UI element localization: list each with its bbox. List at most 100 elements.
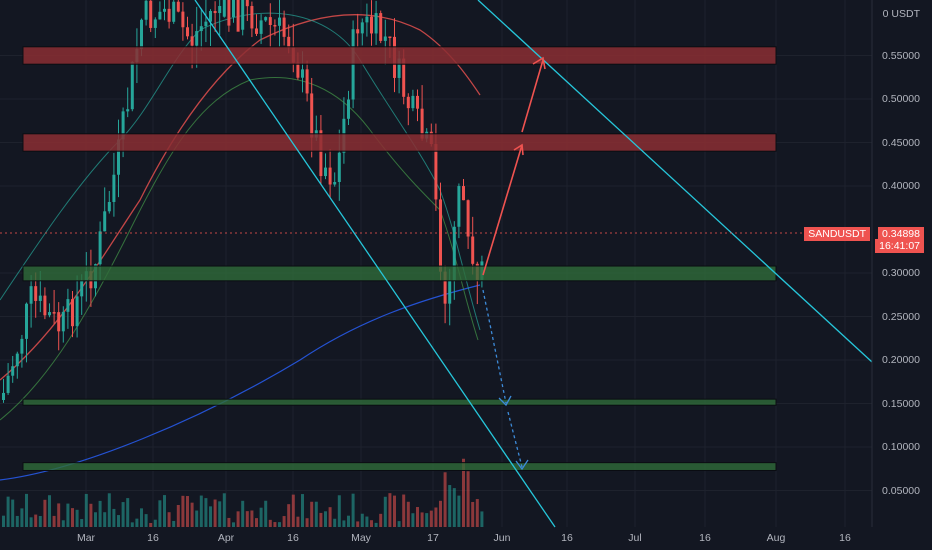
candle-body [416,95,419,109]
volume-bar [52,515,56,527]
time-axis-label: 16 [561,532,573,544]
volume-bar [471,501,475,527]
candle-body [360,22,364,34]
volume-bar [273,522,277,527]
volume-bar [6,496,10,527]
lower-trendline [194,0,556,528]
volume-bar [80,519,84,527]
candle-body [250,6,254,29]
projections[interactable] [482,56,546,471]
candle-body [204,21,208,27]
candle-body [153,19,157,28]
candle-body [388,36,392,38]
candle-body [103,211,107,232]
support-zone [22,398,777,406]
volume-bar [250,510,254,527]
candle-body [457,186,461,227]
volume-bar [190,502,194,527]
candle-body [181,11,185,28]
time-axis-label: 16 [147,532,159,544]
volume-bar [43,499,47,527]
volume-bar [282,516,286,527]
candle-body [282,17,286,37]
volume-bar [34,514,38,527]
candle-body [158,11,162,20]
candle-body [176,1,180,12]
price-axis-label: 0.25000 [882,310,920,323]
candle-body [232,0,235,18]
price-zones[interactable] [22,46,777,471]
volume-bar [356,521,360,527]
symbol-tag: SANDUSDT [804,227,870,241]
volume-bar [130,522,134,527]
volume-bar [462,458,465,527]
candle-body [140,19,143,50]
volume-bar [287,504,291,527]
volume-bar [406,501,410,527]
candle-body [15,353,19,367]
volume-bar [434,507,438,527]
candle-body [43,295,47,316]
volume-bar [245,511,249,527]
volume-bar [29,517,33,527]
price-axis-label: 0.05000 [882,484,920,497]
candle-body [406,96,410,109]
candle-body [25,303,28,339]
volume-bar [310,501,314,527]
volume-bar [305,518,309,527]
candle-body [328,167,332,185]
candle-body [278,17,281,26]
volume-bar [457,495,461,527]
candle-body [34,286,38,301]
volume-bar [11,499,15,527]
candle-body [365,16,369,23]
volume-bar [411,513,415,527]
volume-bar [402,494,406,527]
candle-body [126,109,130,112]
down-projection-leg-1 [482,289,507,404]
candle-body [98,231,102,265]
volume-bar [388,493,392,527]
down-projection-leg-2 [507,411,523,468]
volume-bar [397,521,401,527]
candle-body [443,271,447,304]
candle-body [448,280,452,304]
candle-body [172,1,176,22]
time-axis-label: 16 [287,532,299,544]
volume-bar [264,500,268,527]
volume-bar [268,519,272,527]
volume-bar [209,506,212,527]
up-arrow-head-1 [513,143,524,156]
volume-bar [103,512,107,527]
volume-bar [2,515,5,527]
volume-bar [379,513,383,527]
candle-body [71,299,74,327]
candle-body [347,99,350,119]
volume-bar [448,485,452,527]
volume-bar [301,494,304,527]
price-axis-label: 0.55000 [882,49,920,62]
candle-body [268,17,272,25]
resistance-zone [22,46,777,65]
volume-bar [204,498,208,527]
candle-body [301,69,304,78]
time-axis-label: Jul [628,532,642,544]
candle-body [52,312,56,314]
candle-body [61,311,65,332]
volume-bar [94,512,97,527]
candle-body [66,299,70,312]
time-axis-label: Apr [217,532,235,544]
price-axis-label: 0.50000 [882,93,920,105]
volume-bar [452,488,456,527]
candle-body [186,27,189,37]
volume-bar [324,511,327,527]
candle-body [379,13,383,41]
price-axis-label: 0.10000 [882,441,920,453]
volume-bar [425,513,429,527]
volume-bar [360,513,364,527]
volume-bar [126,498,130,527]
candle-body [121,111,125,140]
candle-body [370,16,373,34]
